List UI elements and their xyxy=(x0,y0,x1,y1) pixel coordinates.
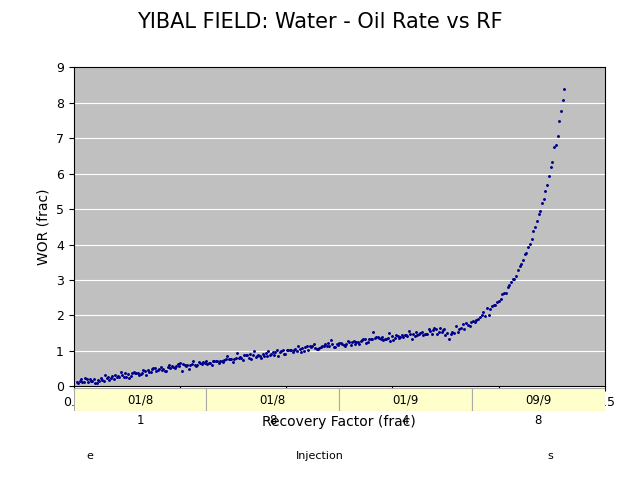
Y-axis label: WOR (frac): WOR (frac) xyxy=(36,189,51,265)
Text: 09/9: 09/9 xyxy=(525,393,552,407)
Text: 01/8: 01/8 xyxy=(260,393,286,407)
Bar xyxy=(339,388,472,411)
Text: YIBAL FIELD: Water - Oil Rate vs RF: YIBAL FIELD: Water - Oil Rate vs RF xyxy=(137,12,503,32)
Bar xyxy=(472,388,605,411)
Text: Injection: Injection xyxy=(296,451,344,461)
Text: e: e xyxy=(86,451,93,461)
Bar xyxy=(74,388,206,411)
Text: 01/8: 01/8 xyxy=(127,393,153,407)
Bar xyxy=(206,388,339,411)
Text: 1: 1 xyxy=(136,414,144,427)
Text: s: s xyxy=(548,451,553,461)
Text: 8: 8 xyxy=(534,414,542,427)
X-axis label: Recovery Factor (frac): Recovery Factor (frac) xyxy=(262,415,416,429)
Text: 8: 8 xyxy=(269,414,276,427)
Text: 4: 4 xyxy=(402,414,410,427)
Text: 01/9: 01/9 xyxy=(392,393,419,407)
